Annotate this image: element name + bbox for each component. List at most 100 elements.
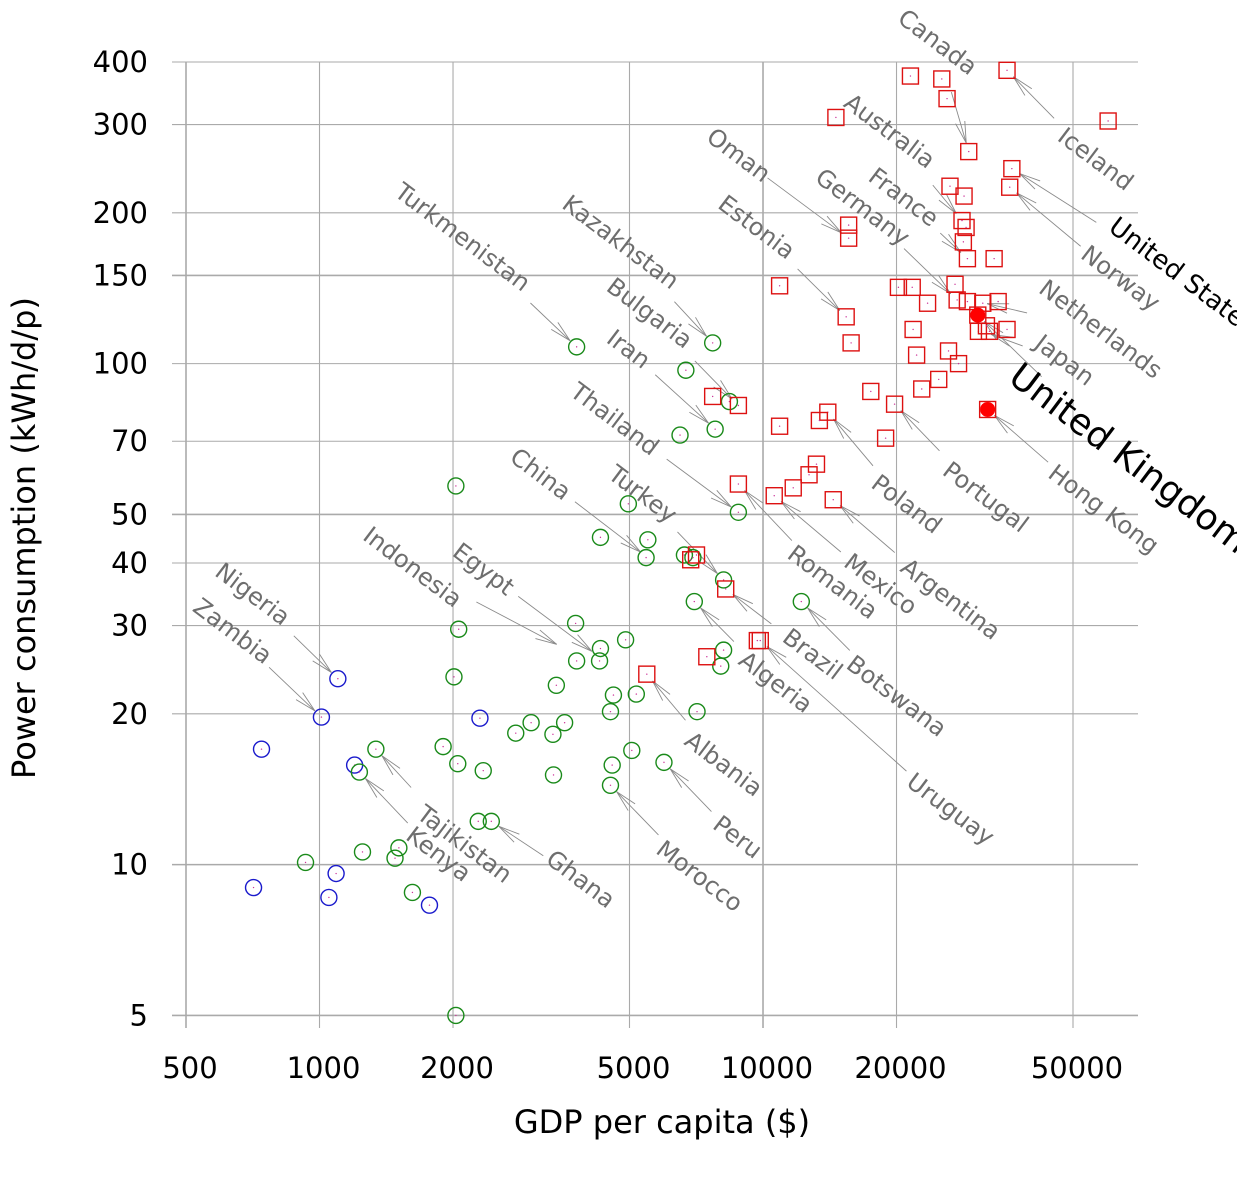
data-point-high-income	[904, 320, 922, 339]
data-point-center	[850, 342, 852, 344]
data-point-middle-income	[619, 495, 638, 513]
data-point-center	[1107, 120, 1109, 122]
data-point-center	[453, 676, 455, 678]
annotation-label: Poland	[866, 469, 947, 540]
data-point-middle-income	[729, 503, 748, 521]
data-point-center	[394, 857, 396, 859]
data-point-high-income	[998, 61, 1016, 80]
data-point-center	[938, 378, 940, 381]
data-point-center	[304, 861, 307, 864]
data-point-center	[941, 78, 943, 80]
annotation-label: China	[505, 442, 577, 506]
data-point-center	[966, 257, 969, 260]
x-tick-label: 50000	[1031, 1051, 1123, 1085]
data-point-high-income	[885, 395, 904, 413]
data-point-middle-income	[604, 686, 623, 704]
annotation-arrow	[674, 301, 707, 337]
arrow-head	[365, 778, 378, 798]
data-point-middle-income	[482, 812, 501, 831]
data-point-center	[482, 769, 484, 772]
data-point-highlighted	[970, 307, 986, 323]
data-point-center	[985, 325, 988, 327]
annotation-label: Ghana	[541, 844, 620, 914]
data-point-center	[1006, 69, 1008, 72]
y-tick-label: 10	[111, 848, 148, 882]
annotation-label: Portugal	[937, 456, 1033, 538]
data-point-high-income	[824, 491, 842, 509]
data-point-center	[624, 639, 627, 641]
data-point-center	[714, 428, 716, 430]
data-point-center	[612, 694, 615, 696]
data-point-high-income	[933, 70, 951, 88]
data-point-center	[693, 600, 696, 603]
data-point-center	[847, 224, 850, 226]
annotation-arrow	[767, 177, 842, 234]
data-point-center	[963, 195, 965, 197]
data-point-high-income	[953, 211, 971, 230]
x-tick-label: 5000	[597, 1051, 671, 1085]
data-point-high-income	[903, 278, 921, 297]
data-point-center	[737, 483, 740, 485]
data-point-center	[808, 474, 810, 476]
data-point-center	[611, 764, 613, 766]
annotation-arrow	[1019, 173, 1097, 223]
data-point-middle-income	[601, 702, 620, 721]
data-point-high-income	[907, 346, 926, 364]
x-axis-title: GDP per capita ($)	[514, 1103, 810, 1141]
data-point-high-income	[948, 291, 966, 309]
data-point-center	[575, 660, 578, 662]
data-point-low-income	[312, 708, 331, 726]
data-point-high-income	[980, 322, 999, 341]
arrow-head	[766, 646, 781, 665]
data-point-high-income	[930, 370, 948, 389]
data-point-middle-income	[544, 766, 563, 784]
data-point-low-income	[244, 878, 263, 897]
arrow-head	[365, 778, 385, 792]
data-point-low-income	[327, 864, 345, 883]
data-point-center	[645, 556, 647, 559]
data-point-center	[706, 656, 708, 658]
arrow-head	[295, 699, 316, 712]
y-tick-label: 70	[111, 424, 148, 458]
data-point-middle-income	[474, 761, 492, 780]
data-point-high-income	[941, 177, 959, 195]
arrow-head	[710, 497, 732, 508]
arrow-head	[539, 629, 557, 645]
data-point-center	[966, 300, 969, 303]
data-point-high-income	[729, 396, 748, 415]
data-point-high-income	[770, 417, 789, 435]
data-point-center	[689, 559, 692, 561]
arrow-head	[557, 322, 571, 341]
data-point-center	[575, 346, 578, 348]
annotation-label: Turkmenistan	[389, 177, 536, 297]
data-point-middle-income	[706, 420, 724, 438]
y-tick-label: 200	[93, 196, 148, 230]
data-point-center	[335, 872, 337, 875]
annotation-arrow	[616, 791, 659, 836]
annotation-label: Canada	[893, 4, 983, 81]
data-point-middle-income	[522, 713, 540, 732]
arrow-head	[720, 380, 733, 400]
data-point-low-income	[420, 896, 439, 914]
data-point-low-income	[329, 670, 347, 688]
data-point-center	[458, 628, 460, 630]
arrow-head	[833, 418, 845, 439]
arrow-head	[821, 223, 842, 234]
data-point-middle-income	[639, 531, 657, 549]
data-point-center	[778, 285, 781, 287]
data-point-low-income	[320, 888, 338, 907]
y-tick-label: 150	[93, 258, 148, 292]
data-point-middle-income	[386, 849, 404, 867]
grid-lines	[172, 61, 1138, 1028]
data-point-middle-income	[591, 528, 610, 547]
arrow-head	[780, 501, 795, 520]
data-point-middle-income	[720, 392, 739, 411]
arrow-head	[700, 607, 713, 627]
data-point-high-income	[954, 233, 973, 251]
data-point-high-income	[717, 580, 735, 598]
annotation-label: Indonesia	[358, 521, 468, 613]
data-point-high-income	[958, 249, 977, 268]
arrow-head	[1016, 192, 1037, 204]
data-point-center	[685, 369, 687, 371]
data-point-middle-income	[296, 853, 315, 872]
